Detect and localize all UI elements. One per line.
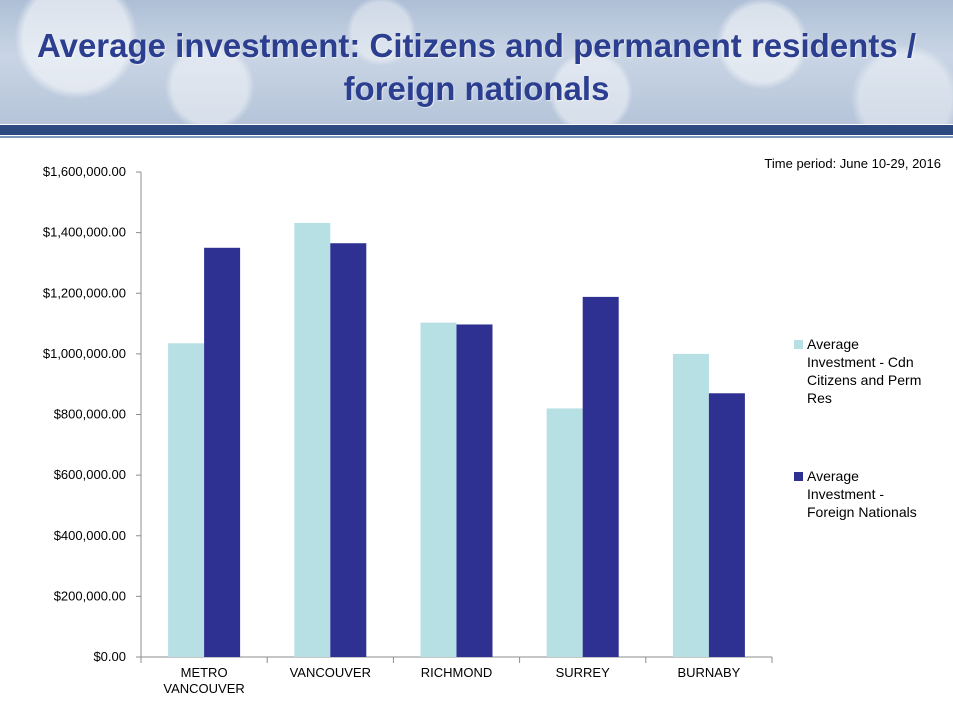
x-category-label-line: METRO [181, 665, 228, 680]
legend-label-line: Investment - [807, 486, 885, 502]
legend-label-line: Res [807, 390, 832, 406]
legend-swatch [794, 340, 803, 349]
y-tick-label: $400,000.00 [54, 528, 126, 543]
y-tick-label: $200,000.00 [54, 588, 126, 603]
x-category-label: SURREY [556, 665, 611, 680]
y-tick-label: $1,400,000.00 [43, 225, 126, 240]
x-category-label: METRO VANCOUVER [163, 665, 244, 696]
bar-foreign-surrey [582, 296, 619, 657]
legend-label-line: Foreign Nationals [807, 504, 917, 520]
y-tick-label: $1,000,000.00 [43, 346, 126, 361]
x-category-label-line: VANCOUVER [290, 665, 371, 680]
bar-citizens-vancouver [294, 222, 331, 658]
x-category-label-line: VANCOUVER [163, 681, 244, 696]
legend-item-foreign: Average Investment - Foreign Nationals [792, 467, 950, 521]
bar-citizens-metro-vancouver [168, 343, 205, 657]
legend-item-citizens: Average Investment - Cdn Citizens and Perm… [792, 335, 950, 407]
legend-label-line: Average [807, 336, 859, 352]
header-rule [0, 125, 953, 135]
bar-foreign-vancouver [330, 243, 367, 657]
legend-swatch [794, 472, 803, 481]
x-category-label: RICHMOND [421, 665, 493, 680]
bar-foreign-richmond [456, 324, 493, 657]
y-tick-label: $1,600,000.00 [43, 164, 126, 179]
bar-citizens-richmond [420, 322, 457, 657]
x-category-label: VANCOUVER [290, 665, 371, 680]
bar-citizens-burnaby [672, 353, 709, 657]
y-tick-label: $0.00 [93, 649, 126, 664]
bar-foreign-burnaby [708, 393, 745, 657]
chart-legend: Average Investment - Cdn Citizens and Perm… [792, 335, 950, 521]
title-banner [0, 0, 953, 124]
x-category-label-line: BURNABY [677, 665, 740, 680]
x-category-label: BURNABY [677, 665, 740, 680]
x-category-label-line: SURREY [556, 665, 611, 680]
x-category-label-line: RICHMOND [421, 665, 493, 680]
legend-label-line: Citizens and Perm [807, 372, 922, 388]
bar-foreign-metro-vancouver [204, 247, 241, 657]
y-tick-label: $600,000.00 [54, 467, 126, 482]
slide-title-text: Average investment: Citizens and permane… [36, 27, 917, 107]
y-tick-label: $800,000.00 [54, 407, 126, 422]
time-period-note: Time period: June 10-29, 2016 [764, 156, 941, 171]
legend-label-line: Investment - Cdn [807, 354, 914, 370]
y-tick-label: $1,200,000.00 [43, 285, 126, 300]
legend-label-line: Average [807, 468, 859, 484]
header-rule-thin [0, 136, 953, 138]
bar-citizens-surrey [546, 408, 583, 657]
slide-title: Average investment: Citizens and permane… [0, 24, 953, 110]
